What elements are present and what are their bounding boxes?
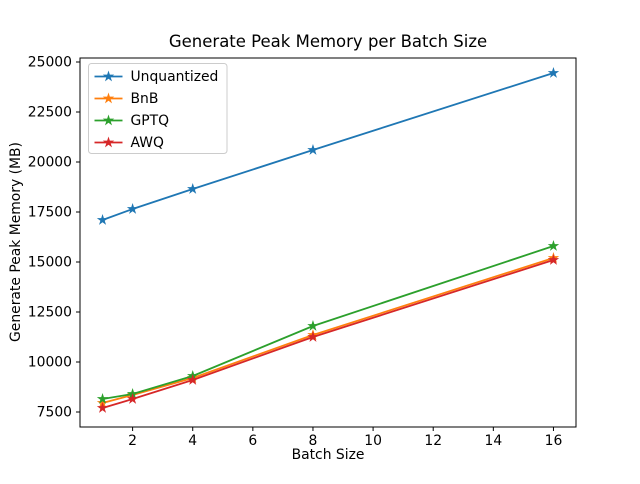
legend-label-gptq: GPTQ [131, 113, 170, 129]
series-line-awq [102, 259, 554, 409]
series-marker-awq [547, 254, 560, 265]
series-marker-awq [126, 393, 139, 404]
axes-frame [79, 57, 577, 428]
legend-marker-gptq [102, 114, 115, 126]
legend-marker-unquantized [102, 70, 115, 82]
legend-label-awq: AWQ [131, 135, 164, 151]
x-tick-label: 12 [424, 433, 442, 449]
x-tick-label: 10 [364, 433, 382, 449]
legend-marker-bnb [102, 92, 115, 104]
y-tick-label: 7500 [37, 405, 72, 421]
series-marker-awq [307, 331, 319, 342]
series-line-bnb [102, 257, 554, 404]
x-tick-label: 6 [248, 433, 257, 449]
series-marker-gptq [307, 320, 319, 331]
x-tick-label: 8 [309, 433, 318, 449]
legend-label-unquantized: Unquantized [131, 69, 219, 85]
series-marker-unquantized [126, 203, 139, 214]
legend-label-bnb: BnB [131, 91, 159, 107]
x-axis-label: Batch Size [292, 447, 365, 463]
x-tick-label: 2 [128, 433, 137, 449]
series-marker-unquantized [307, 144, 319, 155]
y-tick-label: 20000 [28, 155, 72, 171]
series-marker-gptq [96, 393, 109, 404]
y-axis-label: Generate Peak Memory (MB) [8, 142, 24, 342]
series-marker-unquantized [187, 183, 199, 194]
plot-area: 2 4 6 8 10 12 14 16 7500 10000 12500 15000 17500 2000… [28, 55, 577, 449]
series-marker-unquantized [96, 214, 109, 225]
legend-marker-awq [102, 136, 115, 148]
series-marker-unquantized [547, 67, 560, 78]
legend-frame [88, 63, 228, 154]
x-tick-label: 4 [188, 433, 197, 449]
x-tick-label: 14 [484, 433, 502, 449]
series-marker-awq [187, 374, 199, 385]
y-tick-label: 15000 [28, 255, 72, 271]
y-tick-label: 17500 [28, 205, 72, 221]
x-tick-label: 16 [545, 433, 563, 449]
chart-title: Generate Peak Memory per Batch Size [169, 32, 487, 51]
y-tick-label: 22500 [28, 105, 72, 121]
y-tick-label: 12500 [28, 305, 72, 321]
series-marker-gptq [547, 240, 560, 251]
series-line-gptq [102, 245, 554, 400]
series-marker-awq [96, 402, 109, 413]
y-tick-label: 25000 [28, 55, 72, 71]
y-tick-label: 10000 [28, 355, 72, 371]
